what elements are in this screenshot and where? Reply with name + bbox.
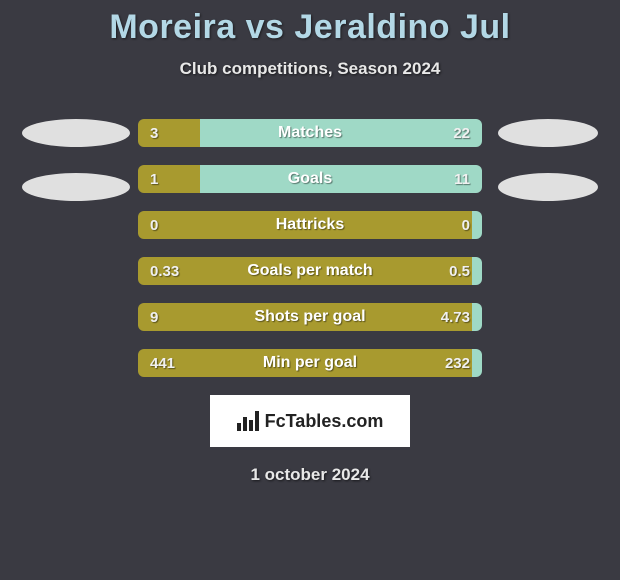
stat-value-right: 0: [462, 211, 470, 239]
stat-name: Hattricks: [138, 211, 482, 239]
stat-name: Shots per goal: [138, 303, 482, 331]
brand-text: FcTables.com: [265, 411, 384, 432]
brand-badge: FcTables.com: [210, 395, 410, 447]
date-label: 1 october 2024: [0, 465, 620, 485]
stat-value-right: 22: [453, 119, 470, 147]
avatar-placeholder: [498, 119, 598, 147]
stat-name: Goals per match: [138, 257, 482, 285]
stat-row: 9Shots per goal4.73: [138, 303, 482, 331]
stats-area: 3Matches22 1Goals11 0Hattricks0 0.33Goals p…: [0, 119, 620, 377]
right-avatar-stack: [498, 119, 598, 227]
avatar-placeholder: [498, 173, 598, 201]
stat-row: 0.33Goals per match0.5: [138, 257, 482, 285]
subtitle: Club competitions, Season 2024: [0, 59, 620, 79]
stat-row: 0Hattricks0: [138, 211, 482, 239]
page-title: Moreira vs Jeraldino Jul: [0, 8, 620, 47]
bars-icon: [237, 411, 259, 431]
left-avatar-stack: [22, 119, 130, 227]
stat-row: 1Goals11: [138, 165, 482, 193]
stat-value-right: 11: [454, 165, 470, 193]
stat-value-right: 4.73: [441, 303, 470, 331]
stat-name: Goals: [138, 165, 482, 193]
stat-row: 3Matches22: [138, 119, 482, 147]
stat-name: Min per goal: [138, 349, 482, 377]
stat-value-right: 0.5: [449, 257, 470, 285]
avatar-placeholder: [22, 173, 130, 201]
avatar-placeholder: [22, 119, 130, 147]
stat-value-right: 232: [445, 349, 470, 377]
stat-name: Matches: [138, 119, 482, 147]
stat-row: 441Min per goal232: [138, 349, 482, 377]
comparison-card: Moreira vs Jeraldino Jul Club competitio…: [0, 0, 620, 485]
stat-bars: 3Matches22 1Goals11 0Hattricks0 0.33Goals p…: [138, 119, 482, 377]
